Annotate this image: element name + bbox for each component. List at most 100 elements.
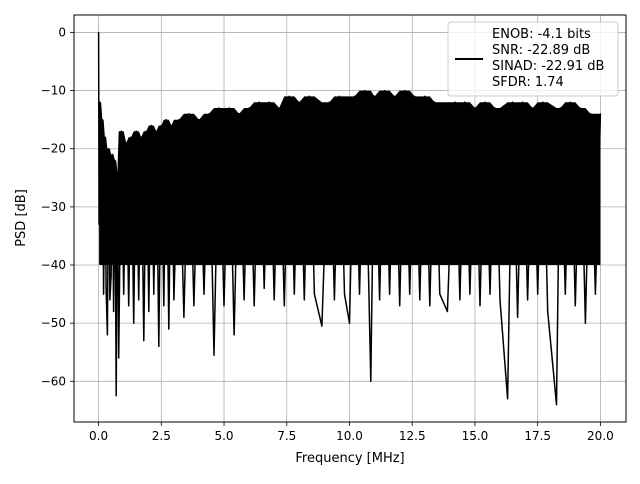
data-point (140, 136, 142, 138)
data-point (419, 299, 421, 301)
data-point (454, 101, 456, 103)
data-point (98, 31, 100, 33)
data-point (584, 322, 587, 324)
data-point (135, 130, 137, 132)
data-point (103, 293, 105, 295)
data-point (527, 299, 529, 301)
data-point (99, 101, 101, 103)
data-point (537, 293, 539, 295)
data-point (183, 316, 185, 318)
data-point (105, 287, 107, 289)
data-point (109, 299, 111, 301)
data-point (579, 107, 581, 109)
data-point (155, 130, 157, 132)
plot-frame (73, 14, 627, 423)
data-point (364, 90, 366, 92)
data-point (484, 101, 486, 103)
data-point (559, 107, 561, 109)
data-point (399, 305, 401, 307)
data-point (223, 305, 225, 307)
data-point (148, 310, 150, 313)
data-point (459, 299, 461, 301)
data-point (113, 310, 115, 313)
data-point (120, 130, 122, 132)
data-point (555, 404, 558, 406)
data-point (228, 107, 230, 109)
data-point (479, 305, 481, 307)
data-point (409, 293, 411, 295)
data-point (110, 276, 112, 278)
data-point (429, 305, 431, 307)
data-point (594, 293, 597, 295)
data-point (348, 322, 351, 324)
data-point (507, 398, 509, 400)
data-point (168, 328, 170, 330)
data-point (115, 395, 117, 397)
data-point (446, 310, 448, 313)
y-tick-label: −60 (41, 374, 66, 388)
data-point (532, 107, 534, 109)
data-point (288, 95, 290, 97)
data-point (494, 107, 496, 109)
data-point (293, 293, 295, 295)
y-tick-label: 0 (58, 25, 66, 39)
data-point (599, 113, 602, 115)
data-point (263, 287, 265, 289)
data-point (338, 95, 341, 97)
y-tick-label: −10 (41, 84, 66, 98)
x-axis-ticks: 0.0 2.5 5.0 7.5 10.0 12.5 15.0 17.5 20.0 (89, 422, 614, 443)
data-point (370, 380, 372, 382)
legend-box (447, 21, 619, 97)
data-point (404, 90, 406, 92)
data-point (143, 340, 145, 342)
data-point (569, 101, 571, 103)
data-point (522, 101, 524, 103)
legend-label-line: SINAD: -22.91 dB (492, 59, 604, 74)
data-point (469, 293, 471, 295)
data-point (108, 148, 110, 150)
legend-label-line: ENOB: -4.1 bits (492, 27, 591, 42)
data-point (118, 357, 120, 359)
data-point (414, 95, 416, 97)
data-point (98, 223, 100, 225)
data-point (474, 107, 476, 109)
data-point (145, 130, 147, 132)
data-point (298, 101, 300, 103)
data-point (394, 95, 396, 97)
data-point (278, 107, 280, 109)
data-point (178, 119, 180, 121)
data-point (218, 107, 220, 109)
data-point (111, 153, 113, 156)
data-point (564, 293, 566, 295)
data-point (273, 299, 275, 301)
x-tick-label: 15.0 (462, 429, 489, 443)
data-point (116, 171, 118, 173)
x-tick-label: 20.0 (587, 429, 614, 443)
data-point (106, 334, 108, 336)
data-point (253, 305, 255, 307)
x-tick-label: 17.5 (524, 429, 551, 443)
data-point (547, 310, 549, 313)
data-point (100, 252, 102, 254)
y-tick-label: −40 (41, 258, 66, 272)
data-point (123, 293, 125, 295)
data-point (313, 293, 315, 295)
data-point (158, 345, 160, 347)
x-tick-label: 2.5 (152, 429, 171, 443)
data-point (343, 293, 346, 295)
data-point (170, 124, 172, 127)
data-point (203, 293, 205, 295)
data-point (258, 101, 260, 103)
legend-label-line: SFDR: 1.74 (492, 75, 564, 90)
data-point (138, 299, 140, 301)
data-point (193, 305, 195, 307)
data-point (101, 119, 103, 121)
data-point (130, 136, 132, 138)
y-tick-label: −50 (41, 316, 66, 330)
data-point (308, 95, 310, 97)
y-axis-ticks: 0 −10 −20 −30 −40 −50 −60 (41, 25, 74, 388)
y-tick-label: −20 (41, 142, 66, 156)
series-line (97, 32, 602, 406)
legend: ENOB: -4.1 bits SNR: -22.89 dB SINAD: -22.… (447, 21, 619, 97)
